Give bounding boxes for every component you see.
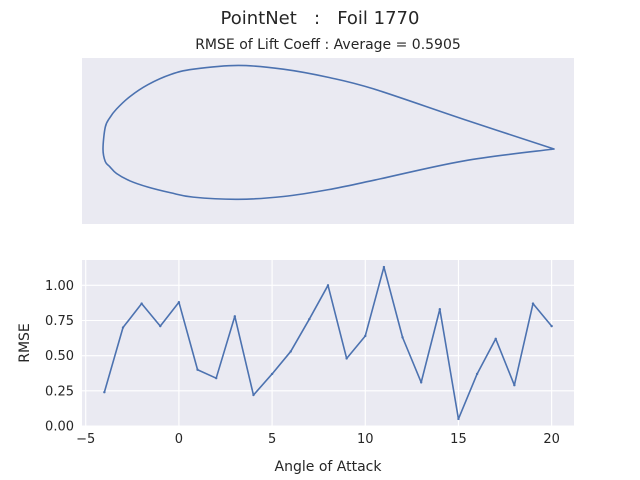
x-tick-label: 5: [268, 432, 276, 447]
rmse-data-point: [326, 284, 330, 287]
rmse-data-point: [438, 308, 442, 311]
x-tick-label: 20: [543, 432, 560, 447]
x-tick-label: 10: [357, 432, 374, 447]
rmse-data-point: [270, 372, 274, 376]
y-tick-label: 0.00: [45, 420, 74, 435]
rmse-data-point: [177, 301, 181, 304]
airfoil-marks: [102, 64, 555, 201]
rmse-data-point: [475, 372, 479, 376]
rmse-data-point: [401, 336, 404, 339]
rmse-data-point: [308, 317, 311, 321]
rmse-data-point: [214, 376, 218, 380]
rmse-data-point: [196, 368, 199, 371]
x-tick-label: 0: [175, 432, 183, 447]
rmse-data-point: [140, 302, 143, 305]
x-axis-label: Angle of Attack: [275, 459, 383, 475]
figure-subtitle: RMSE of Lift Coeff : Average = 0.5905: [195, 37, 461, 53]
rmse-data-point: [233, 315, 237, 318]
y-axis-label: RMSE: [17, 323, 33, 363]
rmse-data-point: [364, 334, 367, 338]
y-tick-label: 1.00: [45, 279, 74, 294]
rmse-tick-labels: −5 0 5 10 15 20 0.00 0.25 0.50 0.75 1.00: [45, 279, 560, 447]
rmse-data-point: [382, 265, 386, 269]
rmse-marks: [103, 265, 553, 421]
rmse-data-point: [159, 324, 162, 328]
rmse-data-point: [252, 393, 255, 397]
rmse-data-point: [550, 324, 553, 328]
rmse-panel: −5 0 5 10 15 20 0.00 0.25 0.50 0.75 1.00 Angle of …: [17, 260, 574, 475]
figure-suptitle: PointNet : Foil 1770: [221, 8, 420, 29]
rmse-data-point: [513, 384, 516, 387]
x-tick-label: −5: [76, 432, 95, 447]
rmse-data-point: [289, 350, 292, 353]
airfoil-outline-line: [102, 64, 555, 201]
airfoil-panel: [82, 58, 574, 224]
y-tick-label: 0.50: [45, 349, 74, 364]
airfoil-panel-background: [82, 58, 574, 224]
y-tick-label: 0.75: [45, 314, 74, 329]
rmse-data-point: [457, 417, 460, 421]
x-tick-label: 15: [450, 432, 467, 447]
y-tick-label: 0.25: [45, 384, 74, 399]
rmse-data-point: [494, 337, 497, 340]
rmse-data-point: [103, 391, 106, 394]
rmse-data-point: [531, 302, 535, 305]
rmse-data-point: [121, 326, 125, 329]
rmse-data-point: [419, 381, 423, 384]
rmse-data-point: [345, 357, 348, 360]
